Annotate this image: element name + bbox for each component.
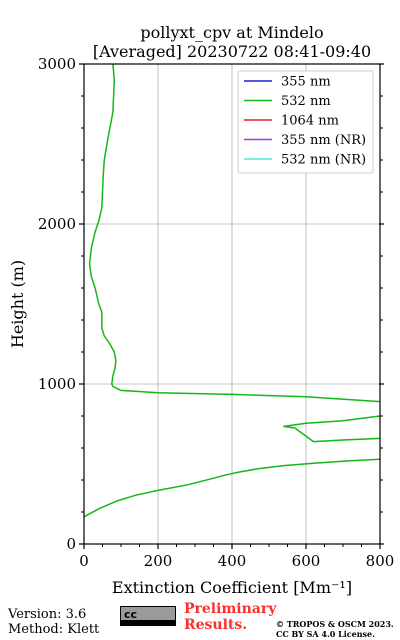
legend-label: 355 nm — [281, 75, 331, 90]
y-tick-label: 3000 — [38, 55, 76, 73]
chart-title-line2: [Averaged] 20230722 08:41-09:40 — [93, 42, 371, 61]
extinction-profile-chart: pollyxt_cpv at Mindelo [Averaged] 202307… — [8, 23, 395, 597]
cc-icon: cc — [124, 608, 138, 621]
legend-label: 355 nm (NR) — [281, 133, 366, 148]
x-tick-label: 200 — [144, 552, 173, 570]
preliminary-results-note: Preliminary Results. — [184, 601, 276, 633]
legend-label: 1064 nm — [281, 114, 339, 129]
method-text: Method: Klett — [8, 622, 100, 637]
copyright-line2: CC BY SA 4.0 License. — [276, 629, 375, 639]
copyright-note: © TROPOS & OSCM 2023. CC BY SA 4.0 Licen… — [276, 619, 394, 639]
x-tick-label: 600 — [292, 552, 321, 570]
legend-box — [237, 70, 374, 174]
series-line-532-nm — [88, 63, 381, 403]
cc-license-badge: cc — [120, 606, 176, 626]
legend-label: 532 nm — [281, 94, 331, 109]
series-line-532-nm — [283, 415, 381, 443]
preliminary-line2: Results. — [184, 617, 248, 633]
series-layer — [83, 63, 381, 518]
legend-label: 532 nm (NR) — [281, 153, 366, 168]
version-text: Version: 3.6 — [8, 607, 87, 622]
series-line-532-nm — [83, 458, 381, 518]
x-tick-label: 0 — [79, 552, 89, 570]
axis-ticks: 0 200 400 600 800 0 1000 2000 3000 — [38, 55, 395, 570]
y-axis-label: Height (m) — [8, 260, 27, 348]
copyright-line1: © TROPOS & OSCM 2023. — [276, 619, 394, 629]
y-tick-label: 1000 — [38, 375, 76, 393]
y-tick-label: 2000 — [38, 215, 76, 233]
chart-title-line1: pollyxt_cpv at Mindelo — [140, 23, 323, 42]
x-tick-label: 800 — [366, 552, 395, 570]
preliminary-line1: Preliminary — [184, 601, 277, 617]
x-tick-label: 400 — [218, 552, 247, 570]
y-tick-label: 0 — [66, 535, 76, 553]
x-axis-label: Extinction Coefficient [Mm⁻¹] — [112, 578, 352, 597]
legend: 355 nm 532 nm 1064 nm 355 nm (NR) 532 nm (NR… — [237, 70, 374, 174]
